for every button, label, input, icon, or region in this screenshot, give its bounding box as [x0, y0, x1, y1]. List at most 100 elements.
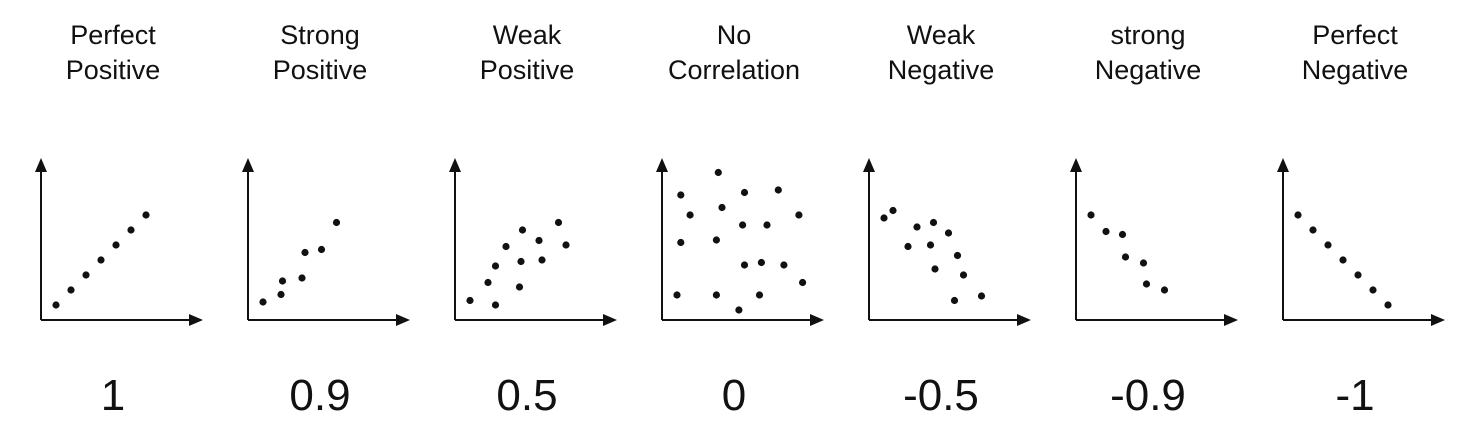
data-point — [97, 256, 105, 264]
data-point — [278, 277, 287, 285]
data-point — [259, 298, 267, 306]
panel-no-correlation: No Correlation 0 — [634, 0, 834, 433]
data-point — [535, 236, 543, 245]
title-line-1: Weak — [492, 20, 562, 50]
data-point — [712, 291, 720, 299]
x-axis-arrow — [396, 314, 410, 326]
data-point — [929, 218, 938, 227]
correlation-value: 0.9 — [289, 371, 351, 420]
data-point — [1087, 211, 1095, 219]
panel-perfect-negative: Perfect Negative -1 — [1255, 0, 1455, 433]
data-point — [959, 271, 968, 279]
scatter-plot — [242, 158, 410, 326]
data-point — [931, 265, 939, 273]
scatter-plot — [1277, 158, 1445, 326]
title-line-2: Positive — [65, 55, 161, 85]
correlation-value: -0.9 — [1110, 371, 1186, 420]
data-point — [515, 283, 524, 291]
title-line-2: Negative — [887, 55, 995, 85]
data-point — [780, 261, 788, 269]
data-point — [1339, 256, 1347, 264]
panel-title: Perfect Positive — [13, 18, 213, 88]
data-point — [714, 168, 722, 177]
data-point — [317, 245, 326, 254]
title-line-1: No — [716, 20, 752, 50]
y-axis-arrow — [656, 158, 668, 172]
data-point — [142, 211, 150, 219]
title-line-1: strong — [1110, 20, 1186, 50]
title-line-1: Perfect — [1312, 20, 1398, 50]
x-axis-arrow — [810, 314, 824, 326]
title-line-2: Correlation — [667, 55, 801, 85]
panel-title: No Correlation — [634, 18, 834, 88]
data-point — [1102, 227, 1110, 236]
data-point — [518, 226, 527, 234]
data-point — [562, 241, 570, 249]
correlation-value: 1 — [100, 371, 126, 420]
data-point — [1324, 241, 1332, 249]
data-point — [677, 191, 685, 199]
data-point — [735, 306, 743, 314]
scatter-plot — [1070, 158, 1238, 326]
data-point — [554, 218, 563, 227]
data-point — [763, 221, 771, 229]
correlation-value: 0 — [721, 371, 747, 420]
x-axis-arrow — [603, 314, 617, 326]
data-point — [517, 257, 525, 266]
data-point — [1294, 211, 1302, 219]
data-point — [127, 226, 135, 234]
data-point — [926, 241, 935, 249]
data-point — [1309, 226, 1317, 234]
data-point — [67, 286, 75, 294]
scatter-plot — [449, 158, 617, 326]
y-axis-arrow — [1277, 158, 1289, 172]
scatter-plot — [863, 158, 1031, 326]
data-point — [686, 211, 694, 219]
data-point — [712, 236, 720, 244]
data-point — [795, 211, 803, 219]
y-axis-arrow — [863, 158, 875, 172]
data-point — [740, 261, 749, 269]
data-point — [1121, 253, 1130, 261]
y-axis-arrow — [449, 158, 461, 172]
data-point — [502, 242, 510, 251]
data-point — [673, 291, 681, 299]
data-point — [1142, 280, 1151, 288]
data-point — [332, 218, 341, 227]
data-point — [1160, 286, 1169, 294]
panel-title: Weak Positive — [427, 18, 627, 88]
scatter-plot — [35, 158, 203, 326]
data-point — [466, 296, 474, 305]
data-point — [277, 290, 285, 299]
panel-title: strong Negative — [1048, 18, 1248, 88]
title-line-1: Weak — [906, 20, 976, 50]
x-axis-arrow — [189, 314, 203, 326]
data-point — [755, 291, 764, 299]
data-point — [718, 203, 726, 212]
x-axis-arrow — [1431, 314, 1445, 326]
panel-weak-negative: Weak Negative -0.5 — [841, 0, 1041, 433]
data-point — [740, 188, 749, 197]
data-point — [1369, 286, 1377, 294]
correlation-value: 0.5 — [496, 371, 558, 420]
x-axis-arrow — [1017, 314, 1031, 326]
data-point — [904, 242, 912, 251]
data-point — [484, 278, 492, 287]
data-point — [112, 241, 120, 249]
data-point — [953, 251, 962, 260]
scatter-plot — [656, 158, 824, 326]
title-line-1: Strong — [280, 20, 360, 50]
data-point — [977, 292, 986, 300]
correlation-value: -1 — [1335, 371, 1375, 420]
title-line-2: Negative — [1301, 55, 1409, 85]
data-point — [52, 301, 60, 309]
data-point — [491, 301, 500, 309]
panel-title: Perfect Negative — [1255, 18, 1455, 88]
title-line-2: Positive — [479, 55, 575, 85]
x-axis-arrow — [1224, 314, 1238, 326]
data-point — [774, 186, 782, 194]
data-point — [298, 274, 306, 282]
data-point — [1354, 271, 1362, 279]
data-point — [799, 278, 807, 287]
data-point — [1118, 230, 1127, 239]
